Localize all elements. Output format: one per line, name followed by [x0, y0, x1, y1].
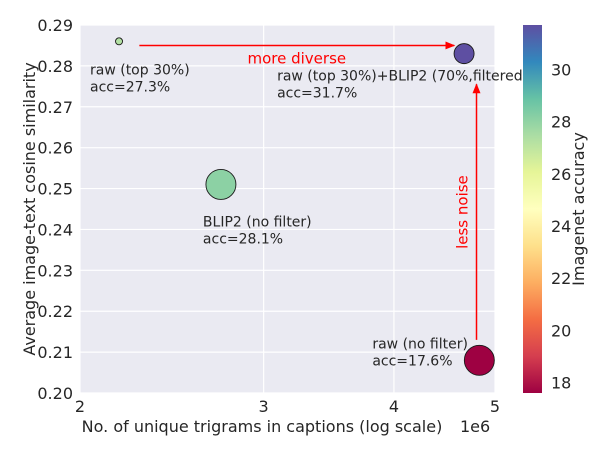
annotation-label: less noise	[454, 175, 472, 249]
point-accuracy-label: acc=28.1%	[203, 231, 283, 247]
colorbar-tick-label: 26	[551, 165, 571, 184]
point-label: raw (top 30%)+BLIP2 (70%,filtered)	[277, 69, 528, 85]
y-tick-label: 0.21	[37, 343, 73, 362]
point-label: raw (top 30%)	[90, 62, 190, 78]
point-accuracy-label: acc=31.7%	[277, 86, 357, 102]
point-labels: raw (top 30%)acc=27.3% raw (top 30%)+BLIP…	[90, 62, 528, 369]
y-axis-ticks: 0.20 0.21 0.22 0.23 0.24 0.25 0.26 0.27 0.28 0.29	[37, 16, 73, 403]
colorbar-label: Imagenet accuracy	[569, 132, 588, 286]
data-point	[463, 344, 495, 376]
x-tick-label: 4	[389, 397, 399, 416]
plot-background	[80, 25, 495, 393]
colorbar-tick-label: 24	[551, 217, 571, 236]
x-tick-label: 2	[75, 397, 85, 416]
colorbar-tick-label: 30	[551, 60, 571, 79]
y-tick-label: 0.23	[37, 261, 73, 280]
colorbar-tick-label: 22	[551, 269, 571, 288]
y-tick-label: 0.24	[37, 220, 73, 239]
data-point	[453, 43, 475, 65]
y-axis-label: Average image-text cosine similarity	[20, 62, 39, 355]
data-point	[205, 169, 237, 200]
x-tick-label: 5	[490, 397, 500, 416]
point-label: BLIP2 (no filter)	[203, 214, 312, 230]
point-label: raw (no filter)	[372, 336, 468, 352]
grid-lines	[79, 24, 496, 394]
annotations: more diverse less noise	[139, 41, 481, 340]
colorbar-tick-label: 18	[551, 374, 571, 393]
colorbar-tick-label: 20	[551, 321, 571, 340]
x-axis-label: No. of unique trigrams in captions (log …	[82, 417, 443, 436]
x-axis-ticks: 2 3 4 5	[75, 397, 500, 416]
data-points	[115, 37, 495, 376]
colorbar-tick-label: 28	[551, 113, 571, 132]
y-tick-label: 0.27	[37, 98, 73, 117]
x-tick-label: 3	[259, 397, 269, 416]
data-point	[115, 37, 123, 46]
colorbar-ticks: 18 20 22 24 26 28 30	[551, 60, 571, 392]
annotation-label: more diverse	[247, 49, 346, 67]
y-tick-label: 0.28	[37, 57, 73, 76]
y-tick-label: 0.26	[37, 139, 73, 158]
y-tick-label: 0.29	[37, 16, 73, 35]
y-tick-label: 0.25	[37, 180, 73, 199]
y-tick-label: 0.20	[37, 384, 73, 403]
y-tick-label: 0.22	[37, 302, 73, 321]
point-accuracy-label: acc=17.6%	[372, 353, 452, 369]
x-axis-offset-label: 1e6	[460, 417, 490, 436]
point-accuracy-label: acc=27.3%	[90, 79, 170, 95]
colorbar	[523, 25, 542, 393]
